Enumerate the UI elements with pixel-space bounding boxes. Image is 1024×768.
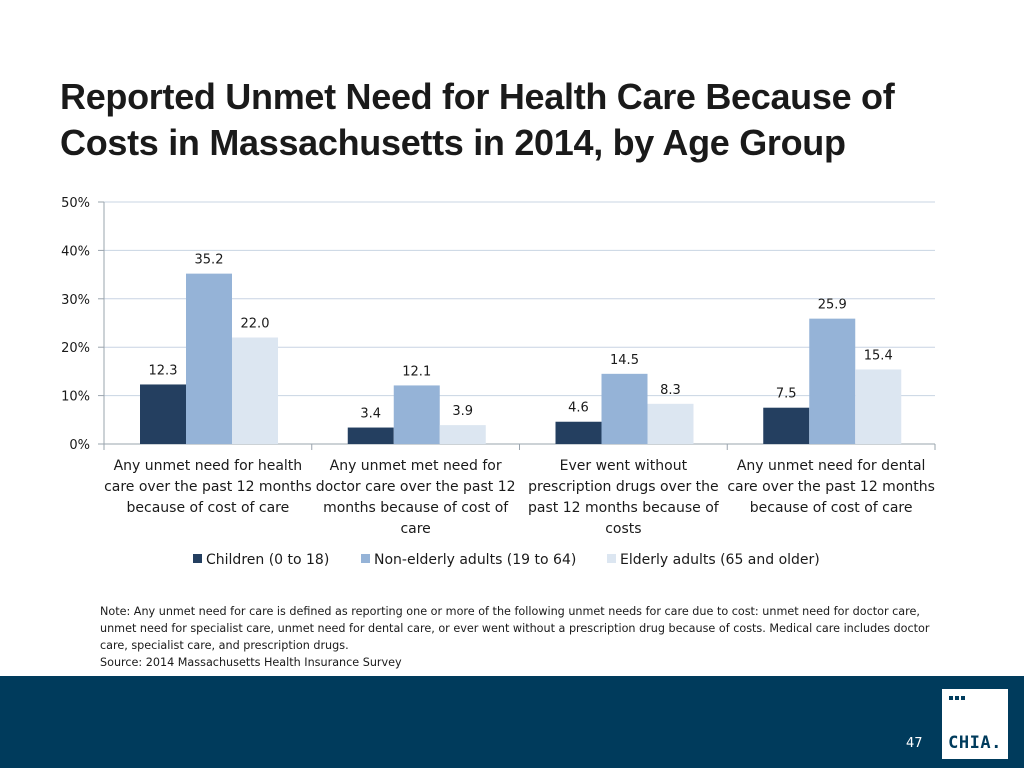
y-tick-label: 0%	[69, 438, 90, 453]
source-text: Source: 2014 Massachusetts Health Insura…	[100, 656, 402, 669]
note-text: Note: Any unmet need for care is defined…	[100, 605, 930, 652]
legend-swatch	[607, 554, 616, 563]
bar	[393, 385, 440, 444]
x-category-label: Any unmet met need for doctor care over …	[315, 458, 516, 537]
logo-text: CHIA.	[948, 733, 1002, 753]
data-label: 35.2	[195, 253, 224, 268]
logo-dots	[949, 696, 967, 700]
data-label: 8.3	[660, 383, 681, 398]
y-tick-label: 30%	[61, 293, 90, 308]
legend-item: Elderly adults (65 and older)	[607, 552, 820, 568]
chart-note: Note: Any unmet need for care is defined…	[100, 603, 940, 671]
data-label: 3.4	[360, 407, 381, 422]
data-label: 25.9	[818, 298, 847, 313]
legend-swatch	[193, 554, 202, 563]
data-label: 12.1	[402, 364, 431, 379]
bar	[855, 369, 902, 444]
x-category-label: Any unmet need for dental care over the …	[727, 458, 935, 516]
bar	[763, 407, 810, 444]
y-tick-label: 50%	[61, 196, 90, 211]
bar	[186, 273, 232, 444]
legend-label: Elderly adults (65 and older)	[620, 552, 820, 568]
data-label: 14.5	[610, 353, 639, 368]
y-tick-label: 40%	[61, 244, 90, 259]
data-label: 15.4	[864, 348, 893, 363]
chia-logo: CHIA.	[942, 689, 1008, 759]
data-label: 4.6	[568, 401, 589, 416]
legend-swatch	[361, 554, 370, 563]
bar	[647, 403, 694, 444]
footer-bar	[0, 676, 1024, 768]
data-label: 7.5	[776, 387, 797, 402]
bar	[140, 384, 186, 444]
y-tick-label: 10%	[61, 390, 90, 405]
legend-label: Children (0 to 18)	[206, 552, 330, 568]
page-number: 47	[906, 736, 923, 751]
bar	[347, 427, 394, 444]
bar-chart: 0% 10% 20% 30% 40% 50% 12.3 3.4 4.6 7.5 35.2 12.1 14…	[61, 196, 936, 453]
bar	[439, 425, 486, 444]
bar	[601, 373, 648, 444]
bar	[555, 421, 602, 444]
bar	[232, 337, 278, 444]
chart-legend: Children (0 to 18) Non-elderly adults (19…	[0, 552, 1024, 572]
data-label: 12.3	[149, 363, 178, 378]
slide-title: Reported Unmet Need for Health Care Beca…	[60, 76, 895, 163]
data-label: 22.0	[241, 317, 270, 332]
legend-label: Non-elderly adults (19 to 64)	[374, 552, 577, 568]
data-label: 3.9	[452, 404, 473, 419]
legend-item: Children (0 to 18)	[193, 552, 329, 568]
x-category-label: Ever went without prescription drugs ove…	[528, 458, 719, 537]
legend-item: Non-elderly adults (19 to 64)	[361, 552, 576, 568]
y-tick-label: 20%	[61, 341, 90, 356]
bar	[809, 318, 856, 444]
x-category-label: Any unmet need for health care over the …	[104, 458, 312, 516]
